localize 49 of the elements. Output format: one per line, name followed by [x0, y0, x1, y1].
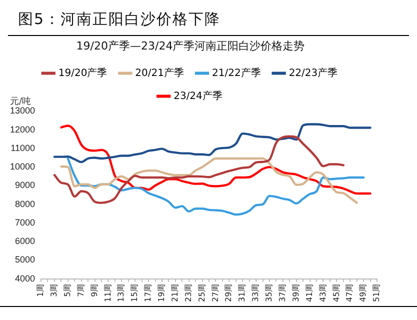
legend-label: 20/21产季 [135, 66, 184, 79]
x-tick-label: 29周 [224, 284, 234, 302]
y-tick-label: 9000 [14, 180, 36, 190]
legend-label: 22/23产季 [288, 66, 338, 79]
x-tick-label: 21周 [170, 284, 180, 302]
legend-label: 23/24产季 [174, 90, 222, 102]
y-tick-label: 13000 [10, 106, 36, 116]
y-tick-label: 11000 [10, 142, 36, 153]
x-tick-label: 47周 [345, 284, 354, 302]
x-tick-label: 19周 [157, 284, 166, 302]
x-tick-label: 43周 [318, 284, 328, 302]
x-tick-label: 9周 [90, 284, 99, 297]
legend-label: 19/20产季 [58, 66, 108, 79]
y-tick-label: 4000 [14, 273, 36, 284]
line-series [66, 157, 365, 216]
line-series [60, 124, 372, 195]
line-series [53, 123, 372, 164]
x-tick-label: 27周 [210, 284, 220, 302]
x-tick-label: 7周 [76, 284, 86, 297]
x-tick-label: 23周 [184, 284, 193, 302]
x-tick-label: 33周 [251, 284, 260, 302]
x-tick-label: 15周 [130, 284, 140, 302]
y-tick-label: 5000 [14, 254, 36, 265]
y-axis-title: 元/吨 [10, 96, 32, 108]
x-tick-label: 25周 [197, 284, 206, 302]
line-series [53, 135, 345, 204]
y-tick-label: 8000 [14, 198, 36, 209]
chart-title: 图5：河南正阳白沙价格下降 [8, 6, 409, 36]
x-tick-label: 11周 [103, 284, 112, 302]
x-tick-label: 41周 [304, 284, 314, 302]
x-tick-label: 13周 [116, 284, 126, 302]
x-tick-label: 51周 [372, 284, 382, 302]
line-series [60, 157, 358, 204]
x-tick-label: 31周 [238, 284, 247, 302]
x-tick-label: 35周 [264, 284, 274, 302]
x-tick-label: 3周 [50, 284, 59, 297]
x-tick-label: 39周 [291, 284, 300, 302]
x-tick-label: 49周 [358, 284, 368, 302]
x-tick-label: 45周 [332, 284, 341, 302]
x-tick-label: 1周 [36, 284, 46, 297]
x-tick-label: 17周 [144, 284, 153, 302]
chart-subtitle: 19/20产季—23/24产季河南正阳白沙价格走势 [76, 39, 305, 52]
x-tick-label: 37周 [278, 284, 288, 302]
y-tick-label: 6000 [14, 236, 36, 246]
y-tick-label: 7000 [14, 217, 36, 228]
x-tick-label: 5周 [62, 284, 72, 297]
y-tick-label: 12000 [10, 124, 36, 134]
legend-label: 21/22产季 [212, 66, 261, 79]
y-tick-label: 10000 [10, 162, 36, 172]
